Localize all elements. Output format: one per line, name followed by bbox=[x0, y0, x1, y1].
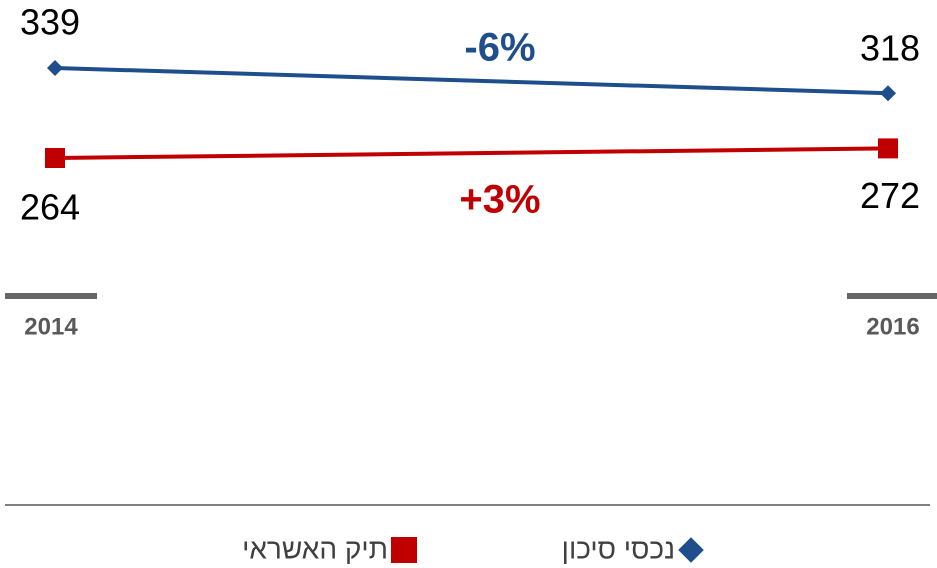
marker bbox=[878, 138, 898, 159]
x-tick-label: 2014 bbox=[24, 313, 78, 340]
marker bbox=[45, 148, 65, 168]
legend-label: תיק האשראי bbox=[242, 533, 388, 564]
legend-label: נכסי סיכון bbox=[562, 533, 675, 564]
marker bbox=[47, 60, 63, 76]
data-label: 264 bbox=[20, 187, 80, 228]
series-line bbox=[54, 146, 889, 160]
annotation: +3% bbox=[459, 178, 540, 222]
data-label: 318 bbox=[860, 28, 920, 69]
legend-marker bbox=[678, 537, 704, 563]
year-bar bbox=[5, 293, 97, 299]
series-line bbox=[54, 66, 889, 96]
legend-marker bbox=[391, 537, 418, 563]
data-label: 339 bbox=[20, 2, 80, 43]
year-bar bbox=[847, 293, 937, 299]
x-tick-label: 2016 bbox=[866, 313, 919, 340]
data-label: 272 bbox=[860, 175, 920, 216]
annotation: -6% bbox=[464, 26, 535, 70]
marker bbox=[880, 85, 896, 102]
